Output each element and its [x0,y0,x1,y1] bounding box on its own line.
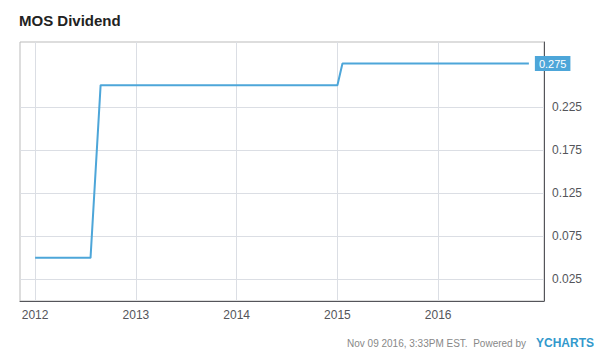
svg-text:0.125: 0.125 [552,186,582,200]
svg-text:2015: 2015 [324,308,351,322]
svg-text:2012: 2012 [22,308,49,322]
svg-text:2013: 2013 [123,308,150,322]
svg-text:0.025: 0.025 [552,272,582,286]
svg-text:Nov 09 2016, 3:33PM EST. Powe: Nov 09 2016, 3:33PM EST. Powered by [347,338,526,349]
svg-text:0.175: 0.175 [552,143,582,157]
svg-text:0.225: 0.225 [552,100,582,114]
svg-text:0.075: 0.075 [552,229,582,243]
svg-text:YCHARTS: YCHARTS [536,336,594,350]
svg-text:2016: 2016 [425,308,452,322]
svg-text:2014: 2014 [223,308,250,322]
svg-text:MOS Dividend: MOS Dividend [19,12,121,29]
svg-text:0.275: 0.275 [539,58,567,70]
